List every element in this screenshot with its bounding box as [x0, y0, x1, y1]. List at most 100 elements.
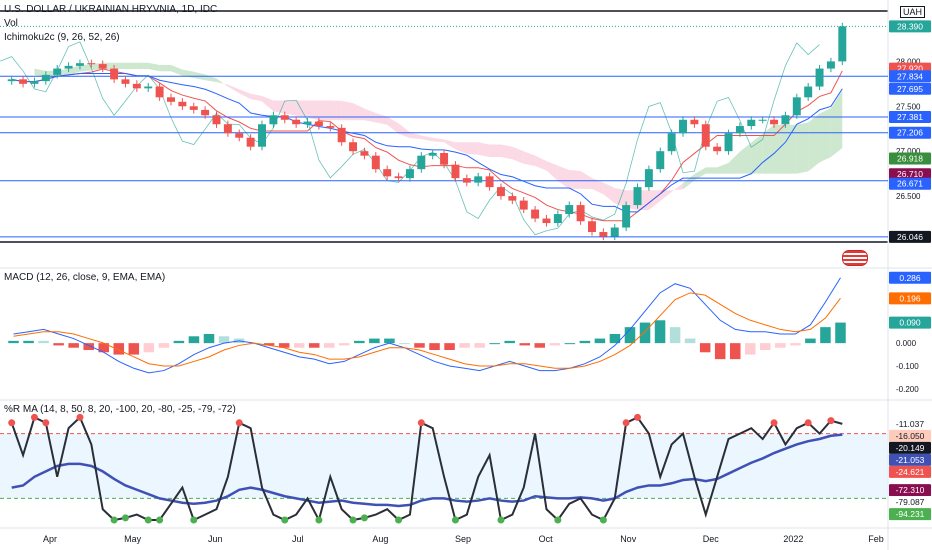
ichimoku-cloud-segment: [432, 137, 445, 143]
macd-histogram-bar: [579, 340, 591, 344]
macd-line: [13, 277, 841, 374]
macd-histogram-bar: [654, 320, 666, 344]
macd-histogram-bar: [684, 338, 696, 344]
price-pane[interactable]: 28.000 27.500 27.000 26.500: [0, 22, 921, 241]
price-tick-label: 26.500: [896, 192, 921, 201]
macd-histogram-bar: [609, 334, 621, 344]
overbought-marker: [804, 419, 812, 427]
macd-histogram-bar: [83, 343, 94, 350]
overbought-marker: [8, 419, 16, 427]
price-tag-bg: [889, 177, 931, 190]
macd-histogram-bar: [308, 343, 320, 348]
ichimoku-cloud-segment: [751, 133, 763, 174]
candle-body: [53, 68, 62, 75]
candle-body: [610, 227, 619, 237]
price-tag: 26.710: [897, 169, 923, 179]
time-axis-label: Apr: [43, 534, 57, 544]
candle-body: [804, 86, 813, 98]
ichimoku-cloud-segment: [330, 100, 342, 121]
macd-histogram-bar: [23, 340, 34, 344]
wr-legend[interactable]: %R MA (14, 8, 50, 8, 20, -100, 20, -80, …: [4, 404, 236, 415]
macd-histogram-bar: [173, 340, 185, 344]
macd-histogram-bar: [8, 340, 19, 344]
symbol-title[interactable]: U.S. DOLLAR / UKRAINIAN HRYVNIA, 1D, IDC: [4, 4, 218, 15]
candle-body: [75, 63, 84, 66]
macd-histogram-bar: [263, 343, 275, 346]
macd-pane[interactable]: 0.000 -0.100 -0.200: [8, 277, 919, 394]
flag-icon[interactable]: [842, 250, 868, 266]
candle-body: [519, 200, 528, 210]
candle-body: [405, 169, 414, 179]
price-tag: 26.671: [897, 179, 923, 189]
wr-pane[interactable]: [0, 413, 888, 524]
macd-legend[interactable]: MACD (12, 26, close, 9, EMA, EMA): [4, 272, 166, 283]
ichimoku-conversion-line: [11, 68, 843, 222]
ichimoku-legend[interactable]: Ichimoku2c (9, 26, 52, 26): [4, 32, 120, 43]
candle-body: [667, 133, 676, 152]
macd-histogram-bar: [745, 343, 756, 355]
ichimoku-cloud-segment: [830, 90, 843, 158]
ichimoku-cloud-segment: [671, 183, 684, 193]
macd-tag: 0.286: [899, 273, 921, 283]
ichimoku-cloud-segment: [387, 116, 399, 134]
ichimoku-cloud-segment: [774, 124, 786, 174]
price-tag: 26.918: [897, 154, 923, 164]
candle-body: [144, 86, 153, 89]
price-tick-label: 28.000: [896, 57, 921, 66]
ichimoku-cloud-segment: [239, 89, 251, 100]
macd-histogram-bar: [444, 343, 455, 350]
candle-body: [383, 169, 392, 177]
wr-tag-bg: [889, 429, 931, 442]
candle-body: [724, 133, 733, 152]
time-axis-label: Dec: [703, 534, 720, 544]
ichimoku-cloud-segment: [512, 146, 524, 164]
price-tag-bg: [889, 20, 931, 33]
ichimoku-cloud-segment: [523, 151, 536, 167]
oversold-marker: [281, 516, 289, 524]
candle-body: [314, 121, 323, 127]
candle-body: [770, 119, 779, 125]
candle-body: [781, 115, 790, 125]
macd-histogram-bar: [158, 343, 170, 348]
candle-body: [201, 109, 210, 116]
time-axis-label: Oct: [539, 534, 554, 544]
macd-histogram-bar: [324, 343, 335, 348]
wr-tag-bg: [889, 417, 931, 430]
time-axis-label: Jul: [292, 534, 304, 544]
candle-body: [417, 155, 426, 170]
volume-legend[interactable]: Vol: [4, 18, 18, 29]
time-axis-label: May: [124, 534, 142, 544]
macd-tag: 0.090: [899, 318, 921, 328]
ichimoku-cloud-segment: [717, 162, 729, 174]
time-axis-label: Aug: [372, 534, 388, 544]
time-axis-label: Jun: [208, 534, 223, 544]
macd-histogram-bar: [474, 343, 485, 348]
price-tag-bg: [889, 168, 931, 181]
macd-histogram-bar: [339, 343, 350, 346]
ichimoku-cloud-segment: [409, 132, 422, 140]
wr-tag: -79.087: [896, 497, 925, 507]
candle-body: [679, 119, 687, 134]
macd-histogram-bar: [805, 338, 816, 344]
macd-tick-label: -0.100: [896, 362, 919, 371]
price-tag-bg: [889, 230, 931, 243]
candle-body: [428, 152, 437, 156]
candle-body: [588, 221, 596, 233]
oversold-marker: [497, 516, 505, 524]
candle-body: [223, 124, 232, 134]
time-axis[interactable]: Apr May Jun Jul Aug Sep Oct Nov Dec 2022 Feb: [43, 534, 884, 544]
price-tag-bg: [889, 82, 931, 95]
ichimoku-cloud-segment: [262, 95, 274, 112]
oversold-marker: [451, 516, 459, 524]
price-tag-bg: [889, 152, 931, 165]
macd-histogram-bar: [775, 343, 786, 348]
oversold-marker: [156, 516, 164, 524]
ichimoku-cloud-segment: [114, 62, 126, 70]
signal-line: [13, 292, 841, 369]
ichimoku-cloud-segment: [728, 151, 740, 174]
overbought-marker: [634, 413, 641, 421]
wr-tag-bg: [889, 441, 931, 454]
ichimoku-cloud-segment: [603, 182, 615, 204]
macd-histogram-bar: [384, 338, 395, 344]
